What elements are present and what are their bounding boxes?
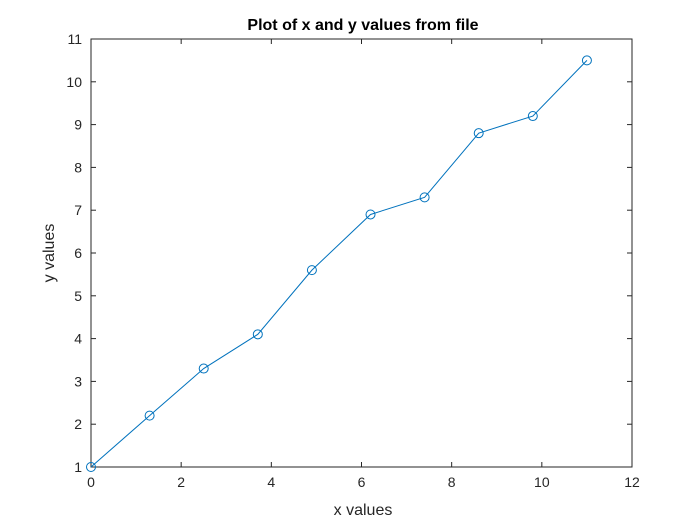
x-axis-ticks: 0 2 4 6 8 10 12 <box>87 39 640 490</box>
chart-title: Plot of x and y values from file <box>247 17 478 34</box>
data-point-marker <box>306 265 317 276</box>
series-line <box>90 60 588 468</box>
y-tick-label: 10 <box>66 74 82 90</box>
data-point-marker <box>198 363 209 374</box>
x-tick-label: 0 <box>87 474 95 490</box>
plot-area <box>90 38 633 468</box>
data-point-marker <box>581 55 592 66</box>
data-point-marker <box>252 329 263 340</box>
data-point-marker <box>419 192 430 203</box>
y-axis-ticks: 1 2 3 4 5 6 7 8 9 10 11 <box>66 31 632 475</box>
x-tick-label: 10 <box>534 474 550 490</box>
data-point-marker <box>86 462 96 472</box>
series-layer <box>86 55 592 472</box>
y-axis-label: y values <box>41 224 58 283</box>
y-tick-label: 8 <box>74 159 82 175</box>
x-tick-label: 8 <box>448 474 456 490</box>
data-point-marker <box>144 410 155 421</box>
y-tick-label: 9 <box>74 117 82 133</box>
x-tick-label: 12 <box>624 474 640 490</box>
y-tick-label: 3 <box>74 373 82 389</box>
y-tick-label: 5 <box>74 288 82 304</box>
y-tick-label: 7 <box>74 202 82 218</box>
y-tick-label: 11 <box>67 31 82 47</box>
x-tick-label: 6 <box>358 474 366 490</box>
x-tick-label: 2 <box>177 474 185 490</box>
y-tick-label: 2 <box>74 416 82 432</box>
data-point-marker <box>365 209 376 220</box>
axes-box <box>90 38 633 468</box>
y-tick-label: 1 <box>74 459 82 475</box>
x-tick-label: 4 <box>267 474 275 490</box>
y-tick-label: 4 <box>74 331 82 347</box>
x-axis-label: x values <box>334 502 393 519</box>
data-point-marker <box>527 111 538 122</box>
data-point-marker <box>473 128 484 139</box>
y-tick-label: 6 <box>74 245 82 261</box>
